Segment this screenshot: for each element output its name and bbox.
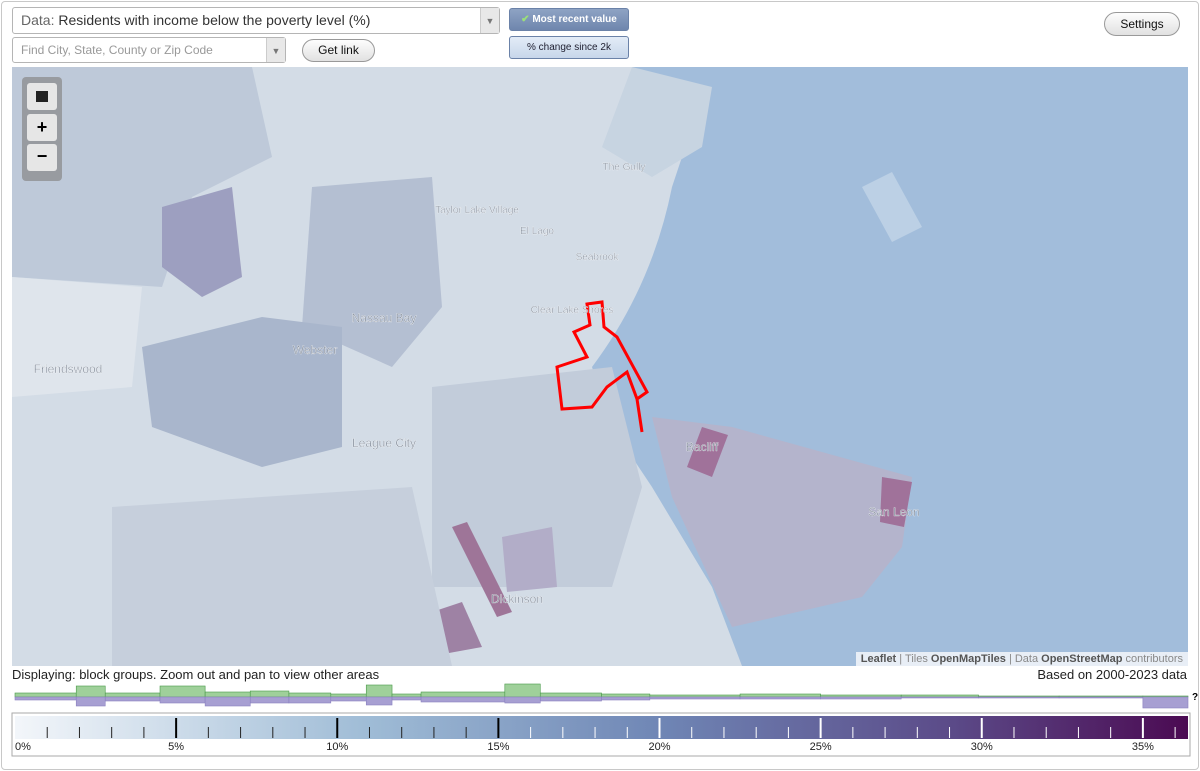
attr-text: | Tiles — [899, 653, 928, 665]
most-recent-toggle[interactable]: ✔ Most recent value — [509, 8, 629, 31]
place-label: Taylor Lake Village — [435, 205, 519, 216]
place-label: Dickinson — [491, 592, 543, 606]
attr-leaflet[interactable]: Leaflet — [860, 653, 897, 665]
region — [432, 367, 642, 587]
settings-button[interactable]: Settings — [1104, 12, 1180, 36]
place-label: Seabrook — [576, 252, 620, 263]
search-placeholder: Find City, State, County or Zip Code — [21, 43, 213, 57]
attr-text: contributors — [1125, 653, 1183, 665]
region — [142, 317, 342, 467]
data-select[interactable]: Data: Residents with income below the po… — [12, 7, 500, 34]
attr-text: | Data — [1008, 653, 1039, 665]
change-toggle[interactable]: % change since 2k — [509, 36, 629, 59]
place-label: San Leon — [868, 505, 919, 519]
svg-text:+: + — [37, 117, 48, 137]
selected-outline — [555, 300, 649, 433]
check-icon: ✔ — [521, 14, 530, 25]
place-label: The Gully — [603, 162, 646, 173]
attr-osm[interactable]: OpenStreetMap — [1041, 653, 1123, 665]
region — [112, 487, 452, 666]
region — [652, 417, 912, 627]
place-label: El Lago — [520, 226, 554, 237]
most-recent-label: Most recent value — [532, 14, 617, 25]
place-label: Friendswood — [34, 362, 103, 376]
data-label: Data: — [21, 12, 55, 28]
based-on-note: Based on 2000-2023 data — [1037, 667, 1187, 682]
dropdown-arrow: ▼ — [266, 38, 285, 62]
island — [862, 172, 922, 242]
search-box[interactable]: Find City, State, County or Zip Code ▼ — [12, 37, 286, 63]
displaying-note: Displaying: block groups. Zoom out and p… — [12, 667, 380, 682]
place-label: Bacliff — [686, 440, 719, 454]
dropdown-arrow: ▼ — [480, 8, 499, 33]
fit-button[interactable] — [27, 83, 57, 110]
place-label: League City — [352, 436, 416, 450]
svg-text:−: − — [37, 146, 48, 166]
place-label: Clear Lake Shores — [531, 305, 614, 316]
region — [12, 277, 142, 397]
attr-tiles[interactable]: OpenMapTiles — [930, 653, 1006, 665]
data-value: Residents with income below the poverty … — [58, 12, 371, 28]
region — [302, 177, 442, 367]
zoom-out-button[interactable]: − — [27, 144, 57, 171]
region — [502, 527, 557, 592]
region — [12, 67, 272, 287]
place-label: Nassau Bay — [352, 311, 417, 325]
zoom-in-button[interactable]: + — [27, 114, 57, 141]
land-area — [602, 67, 712, 177]
get-link-button[interactable]: Get link — [302, 39, 375, 62]
region — [687, 427, 728, 477]
attribution: Leaflet | Tiles OpenMapTiles | Data Open… — [855, 652, 1188, 666]
region — [162, 187, 242, 297]
place-label: Webster — [293, 343, 337, 357]
region — [880, 477, 912, 527]
region — [452, 522, 512, 617]
